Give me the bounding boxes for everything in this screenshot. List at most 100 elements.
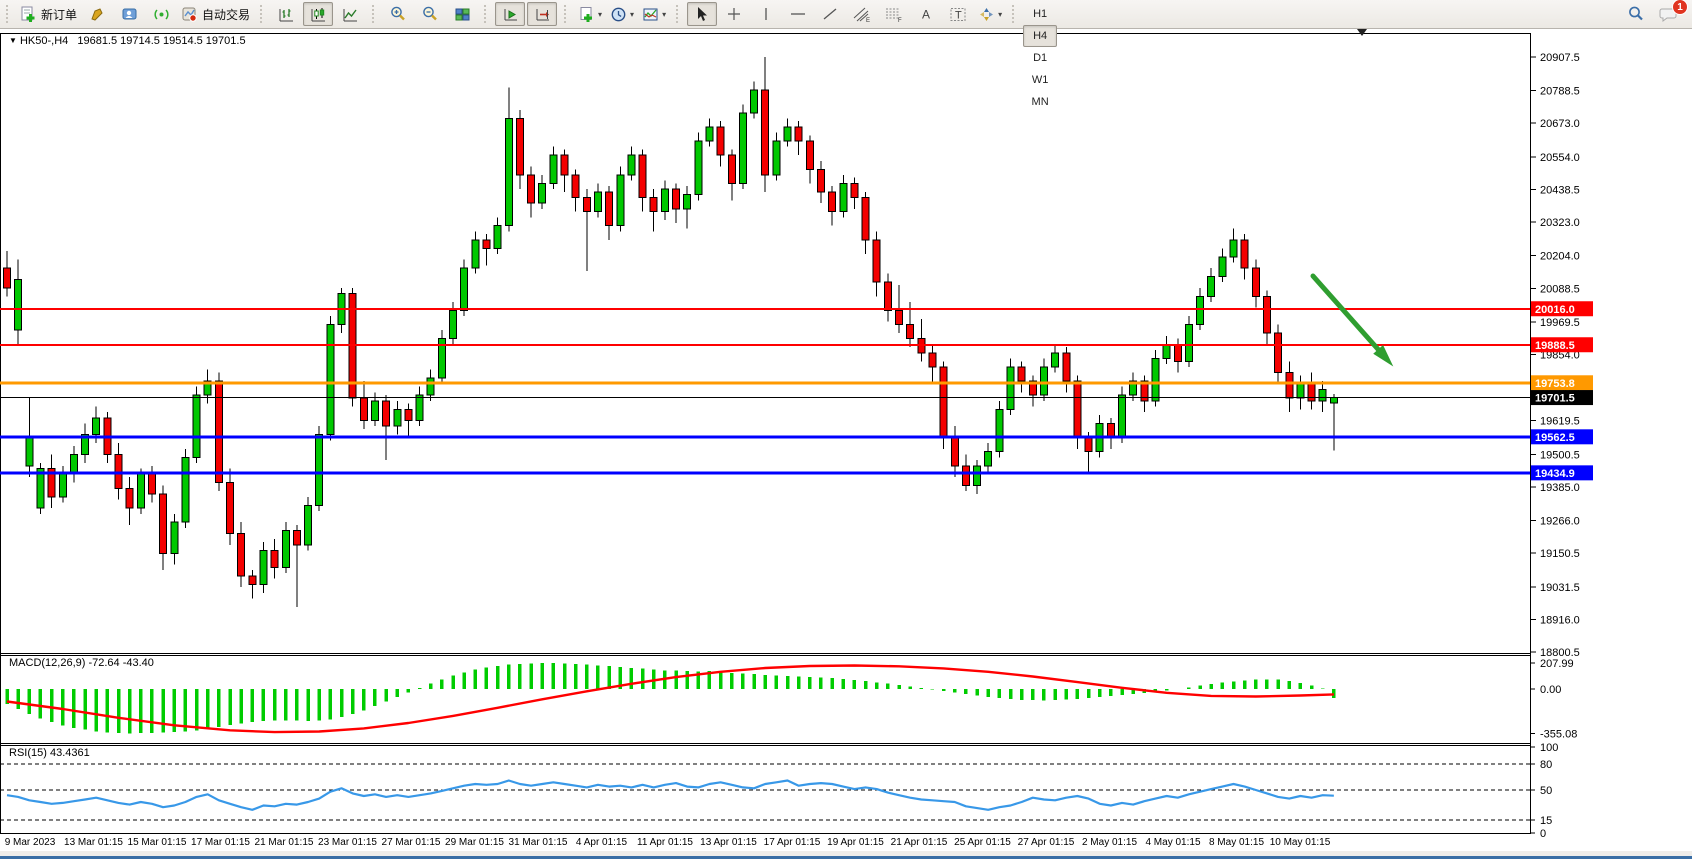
new-order-label: 新订单 <box>41 7 78 22</box>
fibonacci-icon: F <box>886 8 902 23</box>
level-price-box <box>1531 301 1593 317</box>
bar-chart-icon <box>279 8 293 21</box>
text-icon: A <box>922 8 930 22</box>
svg-text:20554.0: 20554.0 <box>1540 152 1580 164</box>
price-axis: 20907.5 20788.5 20673.0 20554.0 20438.5 20323… <box>1530 52 1580 840</box>
tile-windows-icon <box>455 8 470 20</box>
rsi-panel <box>0 763 1530 821</box>
svg-text:21 Apr 01:15: 21 Apr 01:15 <box>891 837 948 848</box>
level-lines[interactable]: 20016.0 19888.5 19753.8 19701.5 19562.5 19434… <box>0 301 1593 481</box>
svg-text:23 Mar 01:15: 23 Mar 01:15 <box>318 837 377 848</box>
chat-button[interactable]: 1 <box>1653 0 1688 26</box>
autotrade-icon <box>182 7 197 22</box>
chart-shift-marker[interactable] <box>1357 29 1367 36</box>
date-axis: 9 Mar 2023 13 Mar 01:15 15 Mar 01:15 17 Mar… <box>5 837 1331 848</box>
channel-tool-button[interactable]: E <box>847 2 877 26</box>
zoom-out-button[interactable] <box>415 2 445 26</box>
candlestick-chart-icon <box>311 7 325 21</box>
cursor-icon <box>698 7 708 21</box>
collapse-icon[interactable]: ▼ <box>9 36 17 45</box>
indicators-button[interactable]: ▾ <box>639 2 669 26</box>
crosshair-icon <box>728 8 741 20</box>
svg-text:20204.0: 20204.0 <box>1540 251 1580 263</box>
svg-text:4 Apr 01:15: 4 Apr 01:15 <box>576 837 628 848</box>
svg-text:27 Apr 01:15: 27 Apr 01:15 <box>1018 837 1075 848</box>
styler-button[interactable] <box>82 2 112 26</box>
svg-text:29 Mar 01:15: 29 Mar 01:15 <box>445 837 504 848</box>
svg-text:17 Apr 01:15: 17 Apr 01:15 <box>764 837 821 848</box>
tab-timeframe-W1[interactable]: W1 <box>1031 74 1049 86</box>
vertical-line-tool-button[interactable] <box>751 2 781 26</box>
chart-shift-button[interactable] <box>527 2 558 26</box>
arrows-shapes-icon <box>980 7 994 21</box>
line-chart-button[interactable] <box>335 2 365 26</box>
macd-signal-line <box>6 664 1334 734</box>
toolbar-drag-handle[interactable] <box>6 5 11 23</box>
horizontal-line-tool-button[interactable] <box>783 2 813 26</box>
svg-text:50: 50 <box>1540 785 1552 797</box>
tab-timeframe-H1[interactable]: H1 <box>1033 8 1048 20</box>
search-button[interactable] <box>1621 2 1651 26</box>
svg-text:19619.5: 19619.5 <box>1540 416 1580 428</box>
equidistant-channel-icon: E <box>853 7 870 23</box>
level-price-box <box>1531 337 1593 353</box>
fibonacci-tool-button[interactable]: F <box>879 2 909 26</box>
svg-text:A: A <box>922 8 930 22</box>
tab-timeframe-H4[interactable]: H4 <box>1023 25 1058 47</box>
svg-text:19266.0: 19266.0 <box>1540 516 1580 528</box>
chart-shift-icon <box>536 8 549 20</box>
level-price-box <box>1531 390 1593 406</box>
toolbar-right: 1 <box>1620 0 1688 26</box>
tab-timeframe-D1[interactable]: D1 <box>1033 52 1048 64</box>
symbol-ohlc: 19681.5 19714.5 19514.5 19701.5 <box>77 35 246 47</box>
group-separator <box>1012 5 1017 23</box>
periods-button[interactable]: ▾ <box>607 2 637 26</box>
svg-text:15 Mar 01:15: 15 Mar 01:15 <box>128 837 187 848</box>
new-order-button[interactable]: 新订单 <box>17 2 80 26</box>
zoom-in-button[interactable] <box>383 2 413 26</box>
main-toolbar: 新订单 自动交易 <box>0 0 1692 108</box>
community-button[interactable] <box>114 2 144 26</box>
candlestick-chart-button[interactable] <box>303 2 334 26</box>
crosshair-tool-button[interactable] <box>719 2 749 26</box>
text-tool-button[interactable]: A <box>911 2 941 26</box>
annotations[interactable] <box>1310 29 1394 367</box>
zoom-in-icon <box>391 6 405 21</box>
svg-text:19385.0: 19385.0 <box>1540 482 1580 494</box>
svg-text:F: F <box>898 18 902 23</box>
svg-text:31 Mar 01:15: 31 Mar 01:15 <box>509 837 568 848</box>
svg-text:25 Apr 01:15: 25 Apr 01:15 <box>954 837 1011 848</box>
text-label-tool-button[interactable]: T <box>943 2 973 26</box>
svg-text:11 Apr 01:15: 11 Apr 01:15 <box>637 837 693 848</box>
svg-text:20438.5: 20438.5 <box>1540 184 1580 196</box>
level-price-box <box>1531 375 1593 391</box>
trend-arrow[interactable] <box>1310 273 1387 359</box>
auto-scroll-button[interactable] <box>495 2 526 26</box>
trendline-tool-button[interactable] <box>815 2 845 26</box>
new-chart-button[interactable]: ▾ <box>575 2 605 26</box>
svg-text:19562.5: 19562.5 <box>1535 432 1575 444</box>
svg-text:T: T <box>955 9 962 21</box>
cursor-tool-button[interactable] <box>687 2 718 26</box>
svg-text:19031.5: 19031.5 <box>1540 582 1580 594</box>
shapes-tool-button[interactable]: ▾ <box>975 2 1005 26</box>
tile-windows-button[interactable] <box>447 2 477 26</box>
group-separator <box>484 5 489 23</box>
symbol-info-line[interactable]: ▼ HK50-,H4 19681.5 19714.5 19514.5 19701… <box>9 35 246 47</box>
svg-text:20788.5: 20788.5 <box>1540 86 1580 98</box>
signals-button[interactable] <box>146 2 176 26</box>
level-price-box <box>1531 465 1593 481</box>
tab-timeframe-MN[interactable]: MN <box>1031 96 1049 108</box>
bar-chart-button[interactable] <box>271 2 301 26</box>
notification-badge: 1 <box>1672 0 1688 15</box>
svg-text:-355.08: -355.08 <box>1540 728 1577 740</box>
svg-text:0.00: 0.00 <box>1540 684 1561 696</box>
dropdown-caret-icon: ▾ <box>630 9 635 19</box>
svg-text:2 May 01:15: 2 May 01:15 <box>1082 837 1137 848</box>
rsi-indicator-label: RSI(15) 43.4361 <box>9 747 90 759</box>
horizontal-line-icon <box>791 13 806 15</box>
autotrade-button[interactable]: 自动交易 <box>178 2 253 26</box>
svg-text:17 Mar 01:15: 17 Mar 01:15 <box>191 837 250 848</box>
